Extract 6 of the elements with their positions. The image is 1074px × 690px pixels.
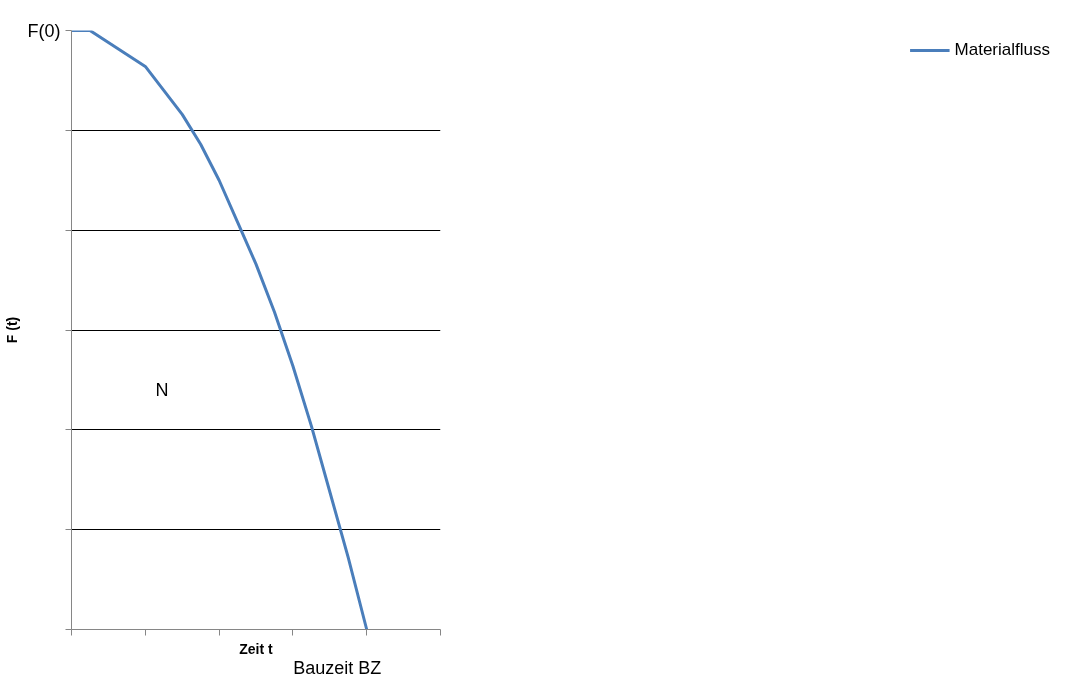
y-axis-title: F (t) — [3, 316, 20, 344]
legend-label: Materialfluss — [954, 40, 1050, 60]
text: F(0) — [27, 20, 61, 41]
annotation: N — [155, 379, 169, 400]
text: Bauzeit BZ — [293, 657, 382, 678]
x-axis-title: Zeit t — [239, 640, 274, 657]
